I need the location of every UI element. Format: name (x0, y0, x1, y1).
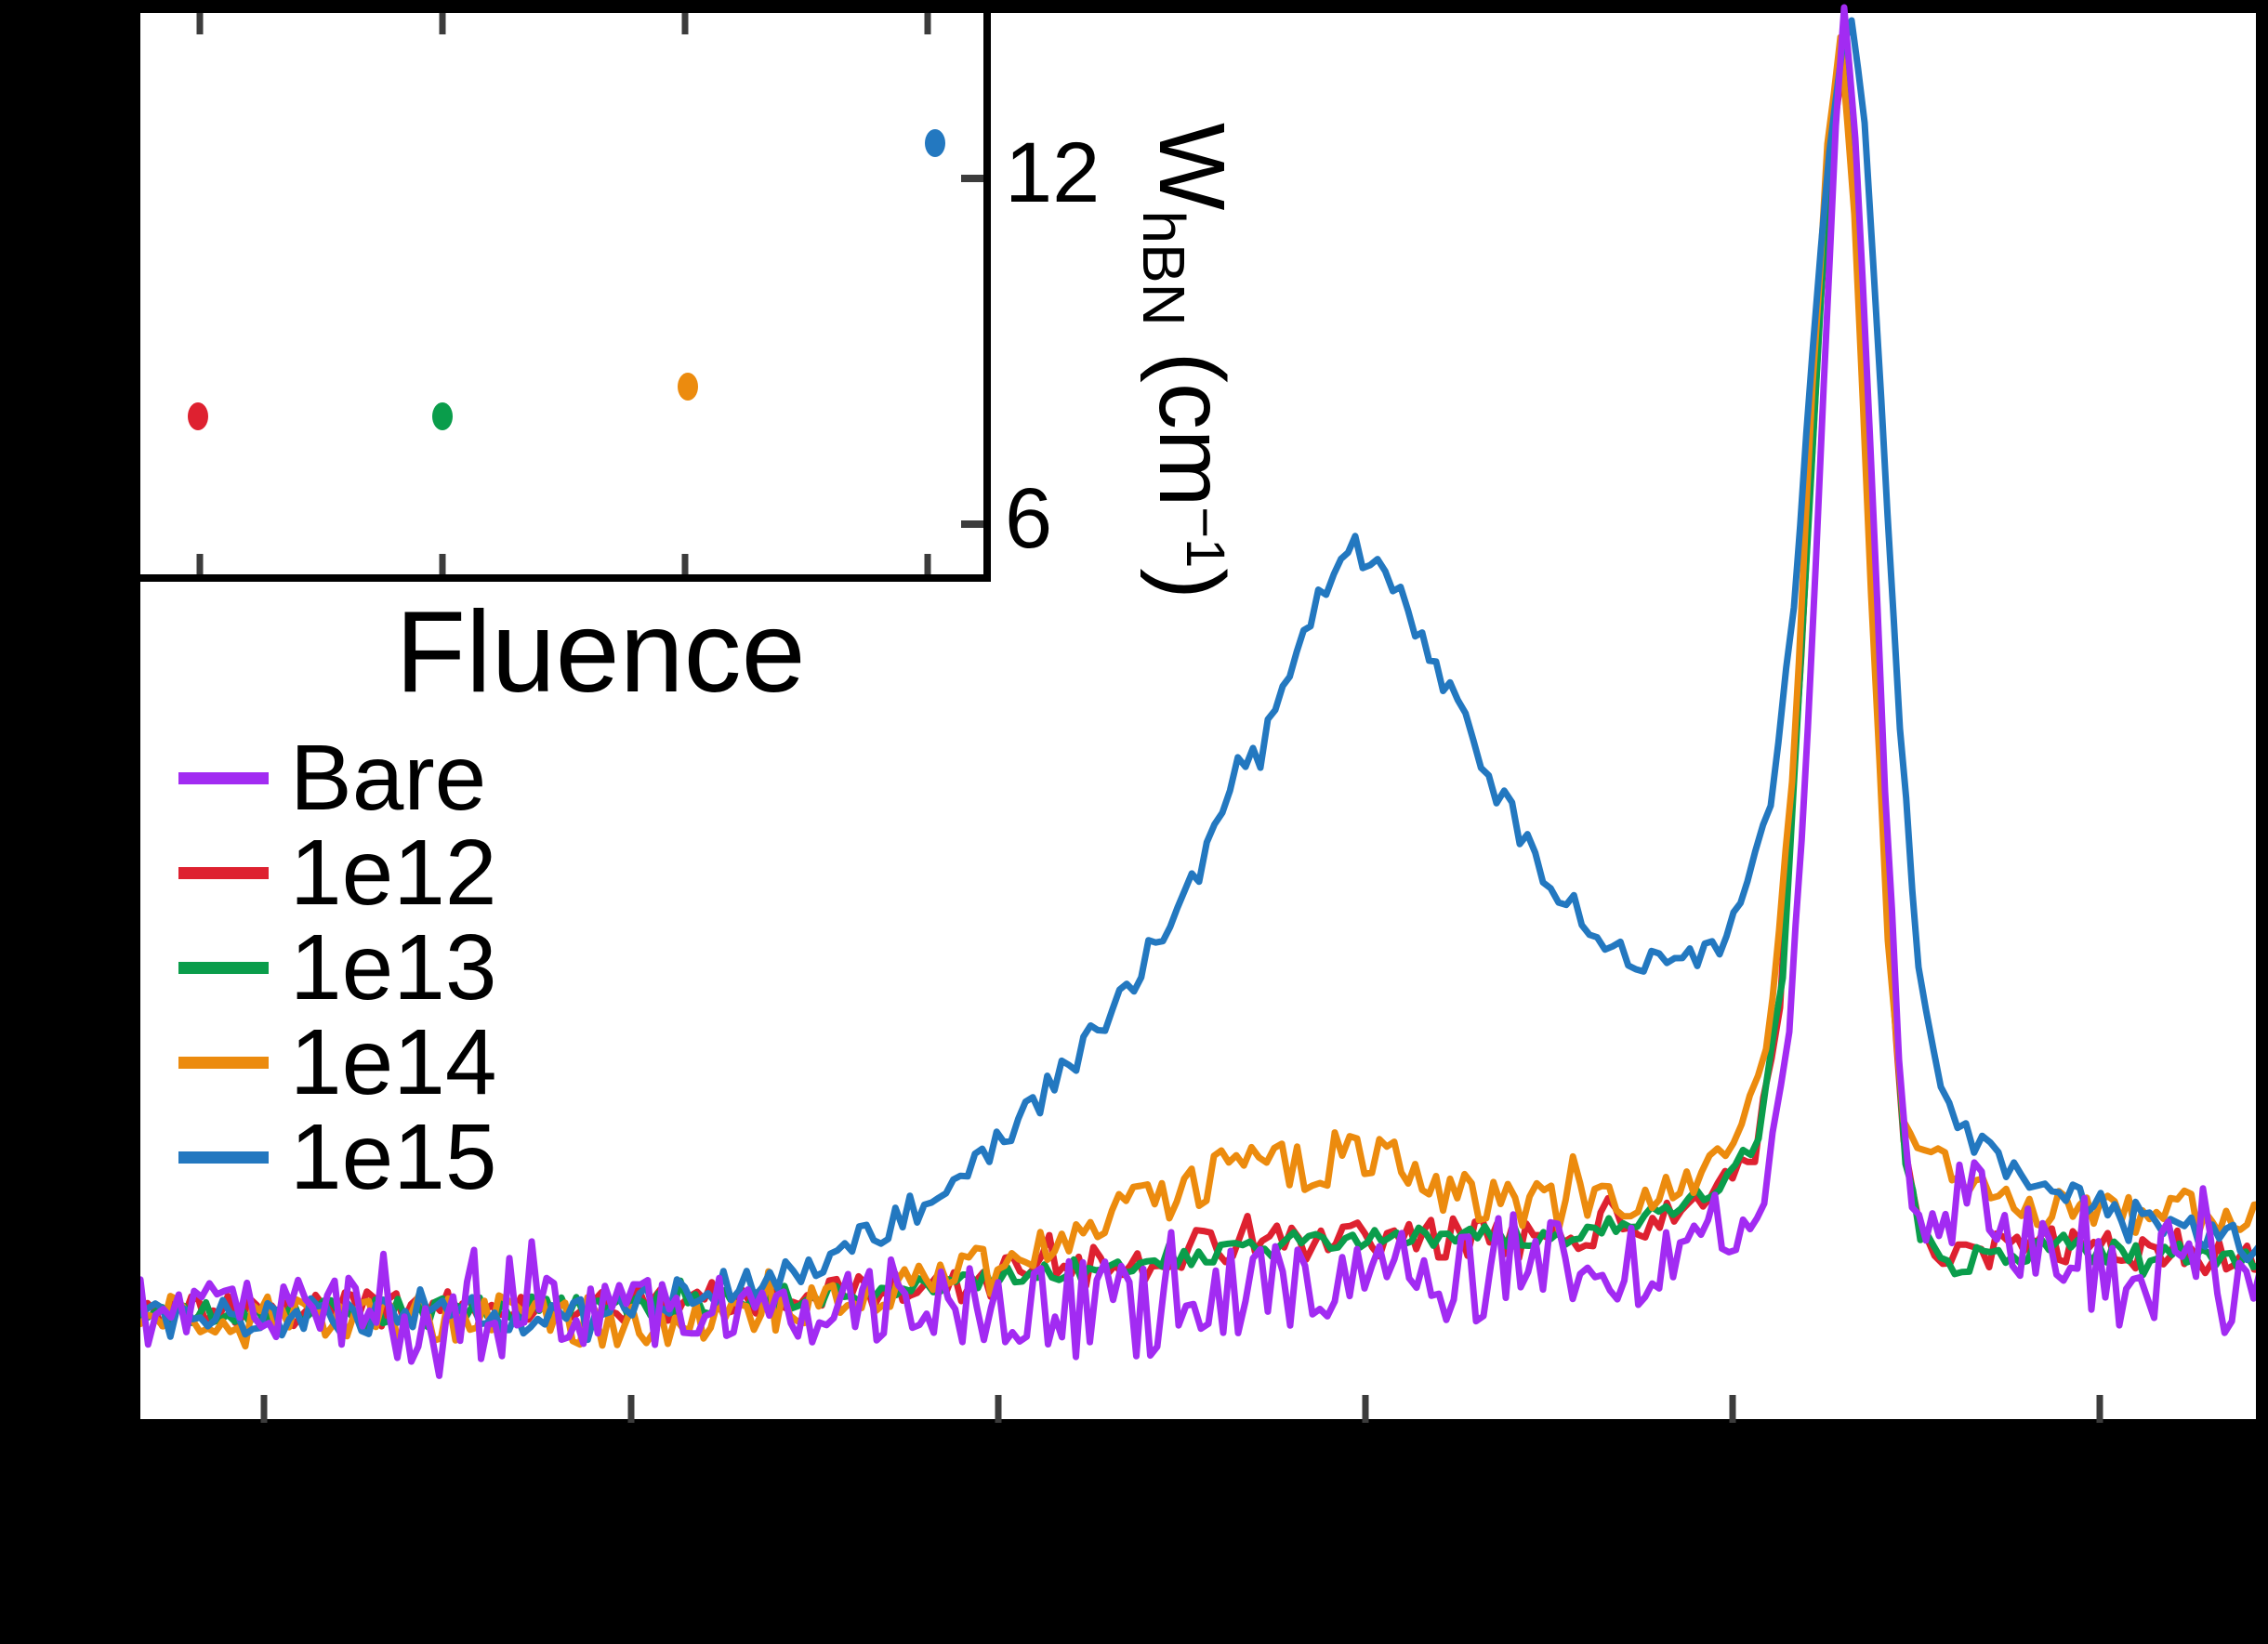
legend-line-1e15 (178, 1151, 269, 1164)
legend-label-1e15: 1e15 (290, 1104, 497, 1209)
inset-point-1e15 (925, 129, 945, 157)
legend-line-1e14 (178, 1056, 269, 1069)
spectra-curves (140, 4, 2268, 1379)
inset-point-1e13 (432, 402, 453, 430)
legend-line-1e13 (178, 961, 269, 974)
legend-label-1e13: 1e13 (290, 914, 497, 1019)
series-1e15 (140, 17, 2268, 1344)
legend-line-bare (178, 771, 269, 784)
inset-point-1e12 (188, 402, 208, 430)
inset-point-1e14 (678, 373, 698, 401)
legend-item-1e14: 1e14 (178, 1010, 496, 1114)
legend-label-1e12: 1e12 (290, 820, 497, 925)
legend-item-1e12: 1e12 (178, 821, 496, 925)
legend-label-bare: Bare (290, 725, 487, 830)
ylabel-superscript: −1 (1175, 506, 1235, 569)
inset-xaxis-label: Fluence (395, 588, 806, 717)
inset-ytick-label-6: 6 (1005, 471, 1053, 566)
series-Bare (140, 4, 2268, 1379)
inset-yaxis-label: WhBN (cm−1) (1130, 123, 1244, 599)
inset-ytick-label-12: 12 (1005, 125, 1101, 220)
ylabel-subscript: hBN (1130, 210, 1198, 326)
legend-line-1e12 (178, 866, 269, 879)
legend-item-bare: Bare (178, 726, 486, 830)
series-1e14 (140, 33, 2268, 1350)
legend-item-1e13: 1e13 (178, 915, 496, 1019)
legend-item-1e15: 1e15 (178, 1105, 496, 1209)
legend-label-1e14: 1e14 (290, 1009, 497, 1114)
